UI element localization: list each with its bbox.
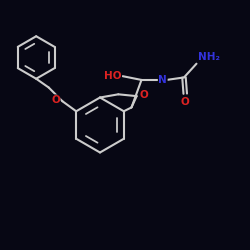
Text: O: O: [140, 90, 148, 100]
Text: HO: HO: [104, 71, 122, 81]
Text: N: N: [158, 75, 167, 85]
Text: O: O: [51, 95, 60, 105]
Text: O: O: [181, 97, 190, 107]
Text: NH₂: NH₂: [198, 52, 220, 62]
